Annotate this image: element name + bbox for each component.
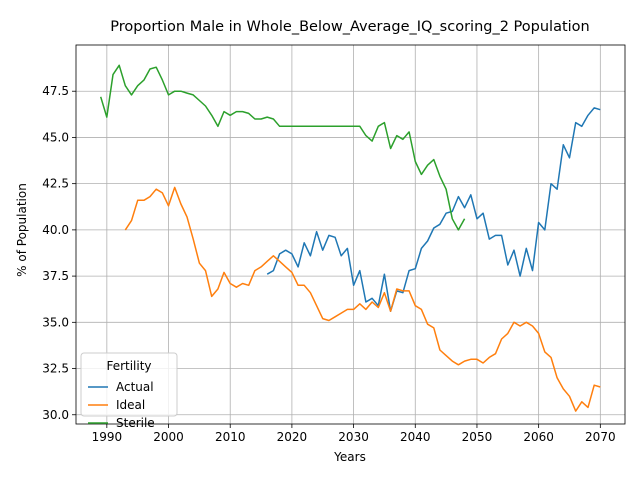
legend-label-sterile: Sterile [116,416,155,430]
x-tick-label: 1990 [92,430,123,444]
x-tick-label: 2060 [523,430,554,444]
legend-title: Fertility [106,359,151,373]
chart-title: Proportion Male in Whole_Below_Average_I… [110,19,589,35]
y-tick-label: 37.5 [42,269,69,283]
y-tick-label: 35.0 [42,315,69,329]
x-tick-label: 2000 [153,430,184,444]
y-tick-label: 45.0 [42,130,69,144]
legend-label-ideal: Ideal [116,398,145,412]
x-tick-label: 2050 [462,430,493,444]
x-tick-label: 2020 [277,430,308,444]
y-tick-label: 47.5 [42,84,69,98]
y-tick-label: 32.5 [42,362,69,376]
x-tick-label: 2030 [338,430,369,444]
x-tick-label: 2040 [400,430,431,444]
y-tick-label: 30.0 [42,408,69,422]
x-axis-label: Years [333,450,366,464]
y-axis-label: % of Population [15,183,29,277]
x-tick-label: 2010 [215,430,246,444]
legend-label-actual: Actual [116,380,154,394]
x-tick-label: 2070 [585,430,616,444]
y-tick-label: 40.0 [42,223,69,237]
y-tick-label: 42.5 [42,177,69,191]
